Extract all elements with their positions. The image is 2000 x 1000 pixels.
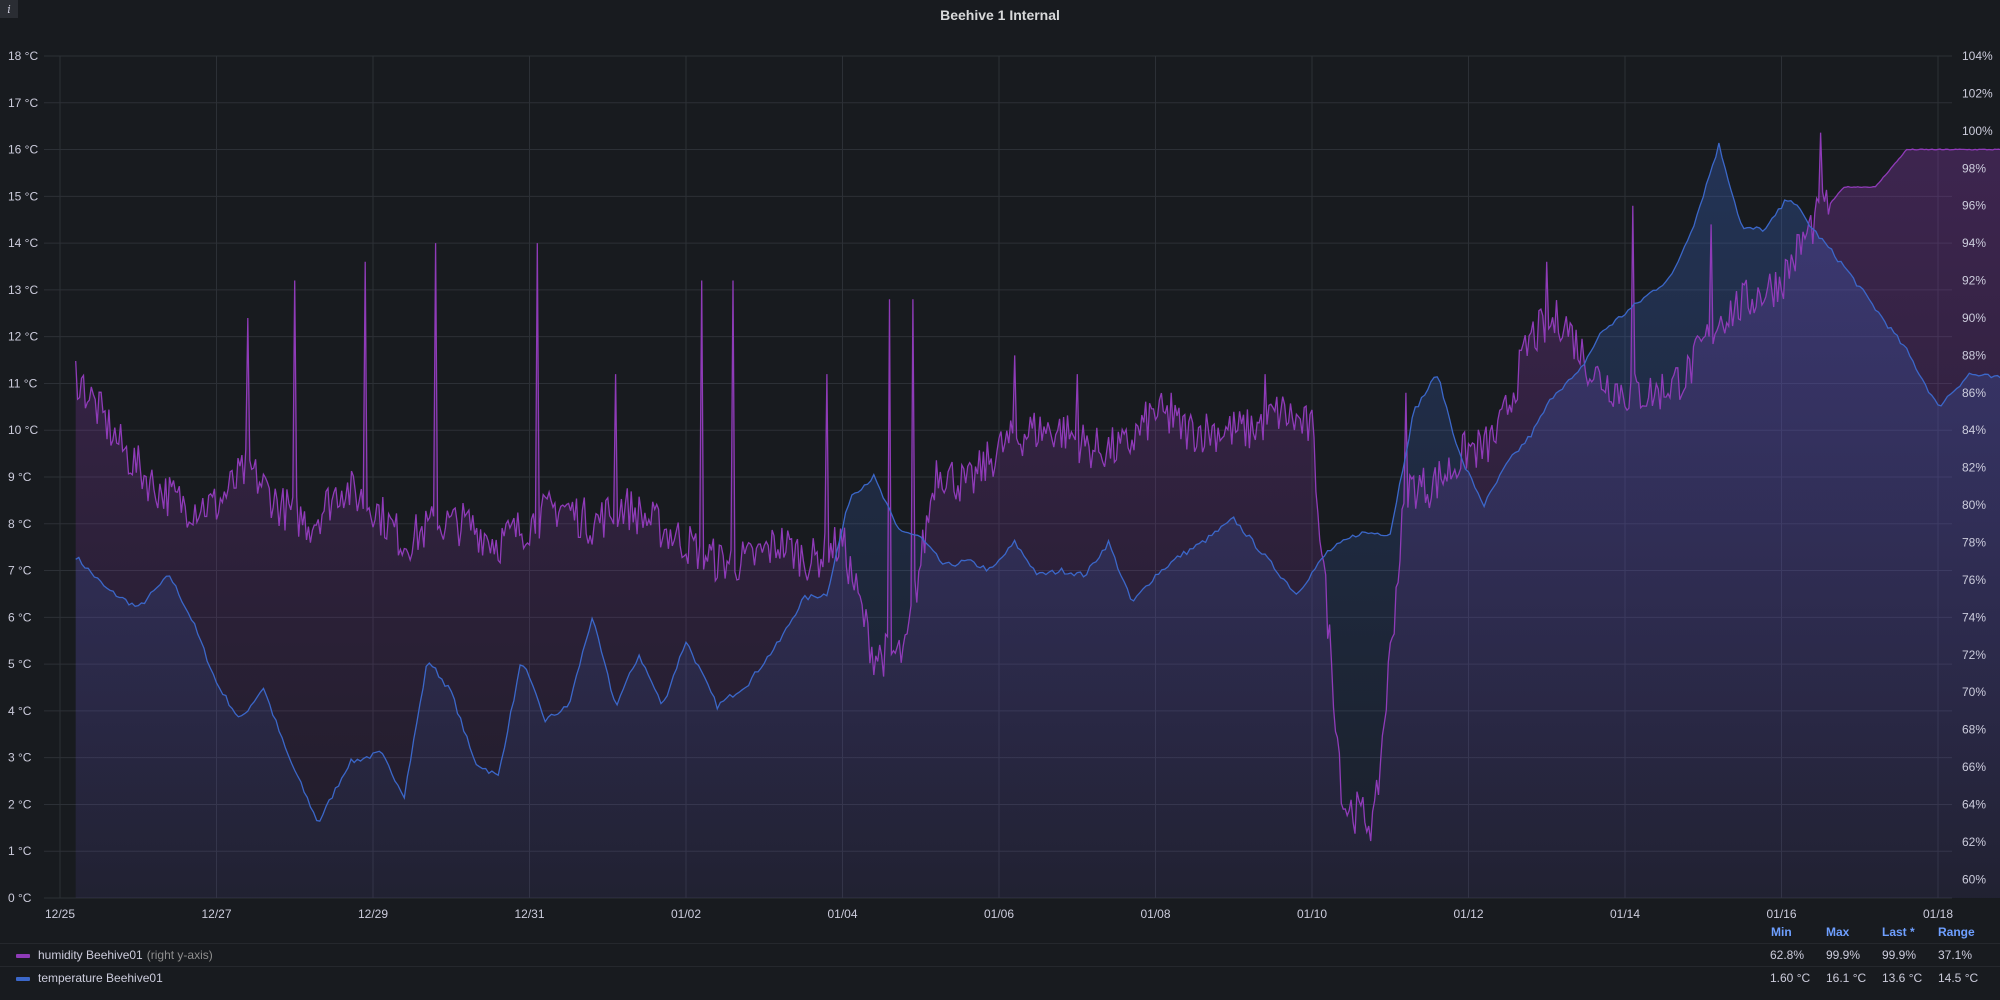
x-axis-tick-label: 12/31: [514, 907, 544, 920]
left-axis-tick-label: 11 °C: [8, 376, 38, 390]
right-axis-tick-label: 80%: [1962, 498, 1986, 512]
legend-header-max[interactable]: Max: [1826, 925, 1850, 939]
temperature-series-line: [75, 142, 2000, 822]
right-axis-tick-label: 78%: [1962, 535, 1986, 549]
legend-table: Min Max Last * Range humidity Beehive01(…: [0, 920, 2000, 1000]
series-areas: [75, 132, 2000, 898]
left-axis-tick-label: 18 °C: [8, 49, 38, 63]
humidity-series-name[interactable]: humidity Beehive01 (right y-axis): [38, 948, 213, 962]
temperature-range: 14.5 °C: [1938, 971, 1979, 985]
right-axis-tick-label: 72%: [1962, 648, 1986, 662]
left-axis-tick-label: 14 °C: [8, 236, 38, 250]
x-axis-tick-label: 01/06: [984, 907, 1014, 920]
legend-row-temperature[interactable]: temperature Beehive01 1.60 °C 16.1 °C 13…: [0, 966, 2000, 989]
temperature-last: 13.6 °C: [1882, 971, 1923, 985]
right-axis-tick-label: 66%: [1962, 760, 1986, 774]
left-axis-tick-label: 8 °C: [8, 517, 32, 531]
right-axis-tick-label: 88%: [1962, 348, 1986, 362]
left-axis-tick-label: 3 °C: [8, 751, 32, 765]
humidity-series-line: [75, 132, 2000, 842]
left-axis-tick-label: 10 °C: [8, 423, 38, 437]
right-axis-tick-label: 96%: [1962, 199, 1986, 213]
right-axis-tick-label: 84%: [1962, 423, 1986, 437]
left-axis-tick-label: 1 °C: [8, 844, 32, 858]
x-axis-tick-label: 01/12: [1453, 907, 1483, 920]
left-axis-tick-label: 17 °C: [8, 96, 38, 110]
x-axis-tick-label: 01/14: [1610, 907, 1640, 920]
right-axis-labels: 60% 62% 64% 66% 68% 70% 72% 74% 76% 78% 80% 82% 84% 8…: [1962, 49, 1993, 886]
right-axis-tick-label: 74%: [1962, 610, 1986, 624]
legend-row-humidity[interactable]: humidity Beehive01 (right y-axis) 62.8% 9…: [0, 943, 2000, 966]
right-axis-tick-label: 68%: [1962, 723, 1986, 737]
right-axis-tick-label: 62%: [1962, 835, 1986, 849]
left-axis-tick-label: 6 °C: [8, 610, 32, 624]
humidity-range: 37.1%: [1938, 948, 1973, 962]
legend-header-range[interactable]: Range: [1938, 925, 1975, 939]
humidity-min: 62.8%: [1770, 948, 1805, 962]
right-axis-tick-label: 92%: [1962, 274, 1986, 288]
right-axis-tick-label: 70%: [1962, 685, 1986, 699]
left-axis-tick-label: 4 °C: [8, 704, 32, 718]
x-axis-tick-label: 01/18: [1923, 907, 1953, 920]
x-axis-labels: 12/25 12/27 12/29 12/31 01/02 01/04 01/06 01/08…: [45, 907, 1953, 920]
left-axis-tick-label: 5 °C: [8, 657, 32, 671]
x-axis-tick-label: 12/29: [358, 907, 388, 920]
x-axis-tick-label: 01/02: [671, 907, 701, 920]
left-axis-tick-label: 15 °C: [8, 189, 38, 203]
legend-header-min[interactable]: Min: [1771, 925, 1792, 939]
series-lines: [75, 132, 2000, 842]
temperature-min: 1.60 °C: [1770, 971, 1811, 985]
right-axis-tick-label: 98%: [1962, 161, 1986, 175]
humidity-max: 99.9%: [1826, 948, 1861, 962]
right-axis-tick-label: 104%: [1962, 49, 1993, 63]
temperature-series-name[interactable]: temperature Beehive01: [38, 971, 163, 985]
x-axis-tick-label: 12/27: [201, 907, 231, 920]
right-axis-tick-label: 86%: [1962, 386, 1986, 400]
left-axis-tick-label: 16 °C: [8, 143, 38, 157]
left-axis-tick-label: 0 °C: [8, 891, 32, 905]
right-axis-tick-label: 76%: [1962, 573, 1986, 587]
left-axis-tick-label: 7 °C: [8, 564, 32, 578]
x-axis-tick-label: 01/16: [1766, 907, 1796, 920]
x-axis-tick-label: 01/08: [1140, 907, 1170, 920]
legend-header-last[interactable]: Last *: [1882, 925, 1915, 939]
right-axis-tick-label: 100%: [1962, 124, 1993, 138]
right-axis-tick-label: 94%: [1962, 236, 1986, 250]
x-axis-tick-label: 01/10: [1297, 907, 1327, 920]
humidity-last: 99.9%: [1882, 948, 1917, 962]
left-axis-tick-label: 13 °C: [8, 283, 38, 297]
panel-title: Beehive 1 Internal: [940, 7, 1060, 23]
right-axis-tick-label: 102%: [1962, 86, 1993, 100]
temperature-max: 16.1 °C: [1826, 971, 1867, 985]
left-axis-tick-label: 9 °C: [8, 470, 32, 484]
right-axis-tick-label: 82%: [1962, 461, 1986, 475]
left-axis-tick-label: 2 °C: [8, 797, 32, 811]
right-axis-tick-label: 90%: [1962, 311, 1986, 325]
right-axis-tick-label: 60%: [1962, 872, 1986, 886]
x-axis-tick-label: 01/04: [827, 907, 857, 920]
time-series-chart[interactable]: 0 °C 1 °C 2 °C 3 °C 4 °C 5 °C 6 °C 7 °C 8 °C 9 °C…: [0, 0, 2000, 920]
right-axis-tick-label: 64%: [1962, 797, 1986, 811]
temperature-area: [75, 143, 2000, 898]
left-axis-labels: 0 °C 1 °C 2 °C 3 °C 4 °C 5 °C 6 °C 7 °C 8 °C 9 °C…: [8, 49, 38, 905]
panel-info-icon[interactable]: i: [0, 0, 18, 18]
left-axis-tick-label: 12 °C: [8, 330, 38, 344]
temperature-color-swatch[interactable]: [16, 977, 30, 981]
humidity-color-swatch[interactable]: [16, 954, 30, 958]
x-axis-tick-label: 12/25: [45, 907, 75, 920]
